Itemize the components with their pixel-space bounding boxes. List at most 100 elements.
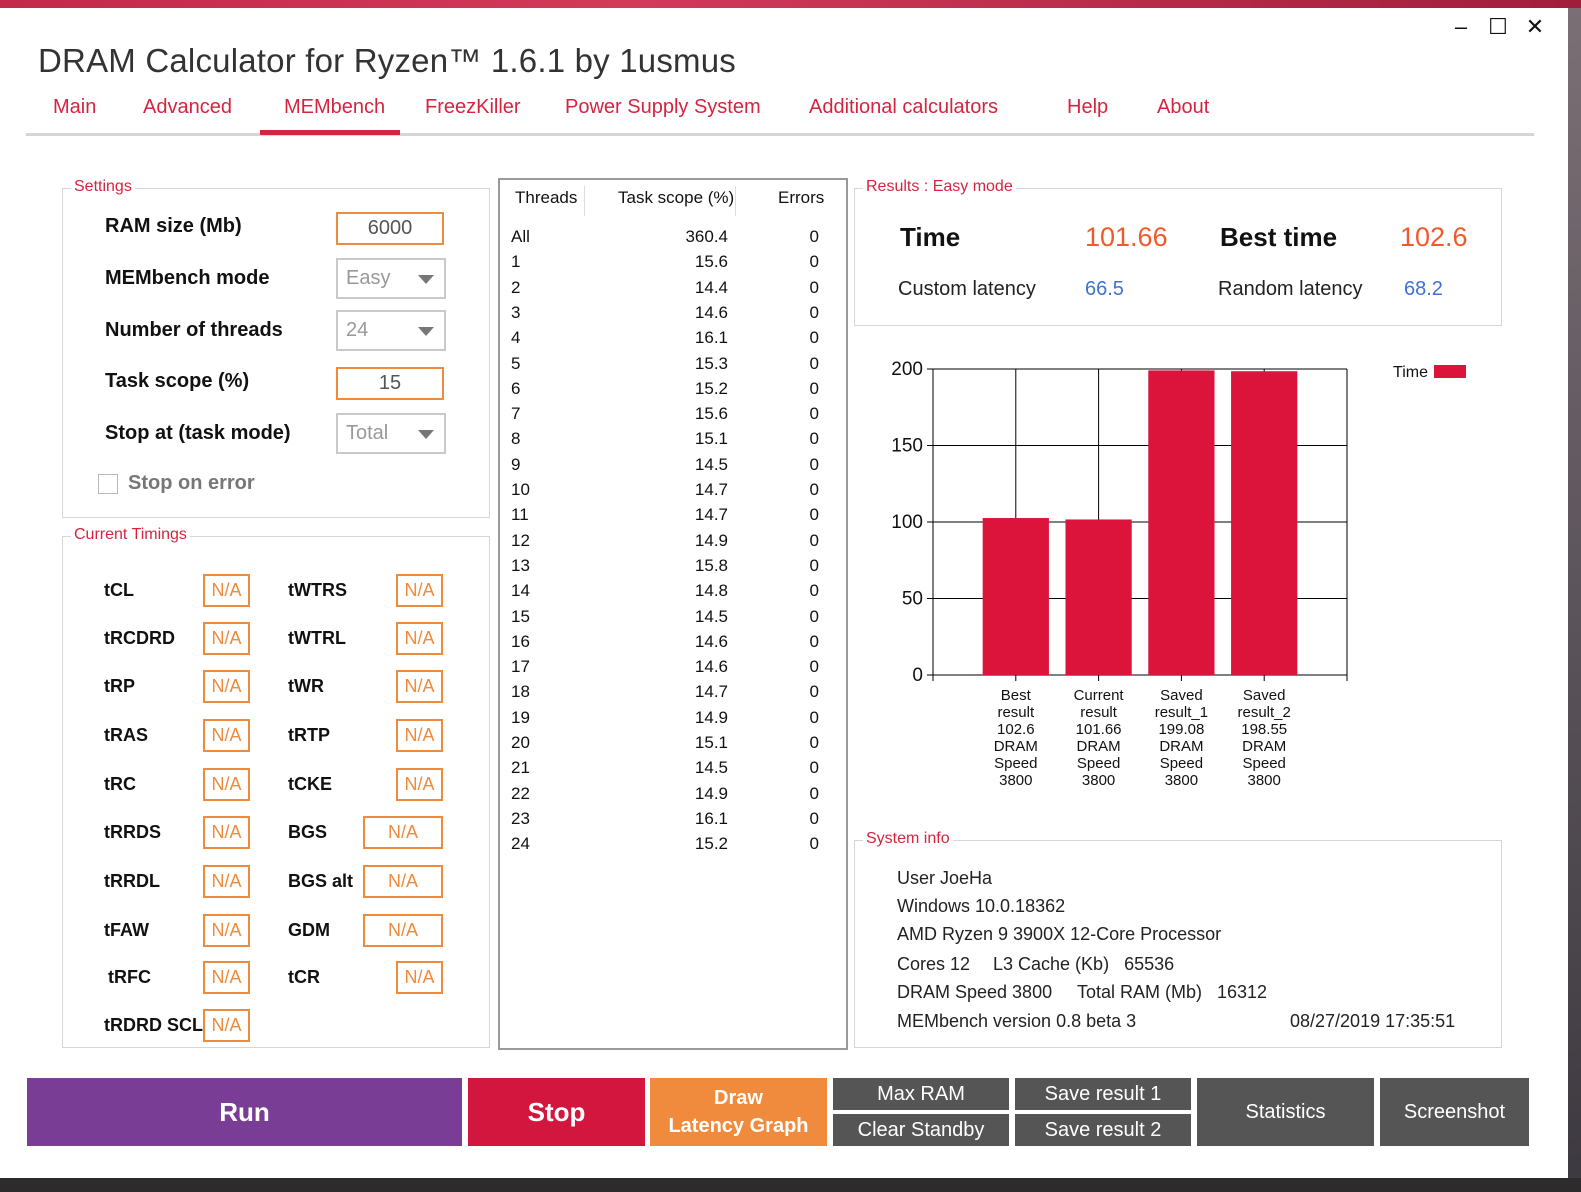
custom-latency-value: 66.5 (1085, 278, 1124, 300)
table-row[interactable]: 7 15.6 0 (500, 404, 846, 429)
tab-main[interactable]: Main (53, 96, 97, 118)
timing-value-tcl[interactable]: N/A (203, 574, 250, 607)
thread-id-cell: All (511, 227, 530, 246)
timing-value-trp[interactable]: N/A (203, 670, 250, 703)
tab-about[interactable]: About (1157, 96, 1210, 118)
task-scope-cell: 15.1 (694, 429, 728, 449)
stop-button[interactable]: Stop (468, 1078, 645, 1146)
timing-value-tcr[interactable]: N/A (396, 961, 443, 994)
y-tick-label: 0 (912, 665, 923, 686)
errors-cell: 0 (809, 631, 819, 651)
table-row[interactable]: 16 14.6 0 (500, 632, 846, 657)
table-row[interactable]: 20 15.1 0 (500, 733, 846, 758)
sysinfo-cpu: AMD Ryzen 9 3900X 12-Core Processor (897, 924, 1222, 944)
table-row[interactable]: 24 15.2 0 (500, 834, 846, 859)
statistics-button[interactable]: Statistics (1197, 1078, 1374, 1146)
errors-cell: 0 (809, 758, 819, 778)
task-scope-cell: 14.6 (694, 657, 728, 677)
x-category-label: Best (1001, 687, 1032, 704)
system-info-group: System info (854, 830, 1502, 1048)
stop-on-error-checkbox[interactable] (98, 474, 118, 494)
errors-cell: 0 (809, 454, 819, 474)
timing-value-trc[interactable]: N/A (203, 768, 250, 801)
errors-cell: 0 (809, 682, 819, 702)
table-row[interactable]: 10 14.7 0 (500, 480, 846, 505)
tab-freezkiller[interactable]: FreezKiller (425, 96, 521, 118)
table-row[interactable]: 17 14.6 0 (500, 657, 846, 682)
timing-value-trrds[interactable]: N/A (203, 816, 250, 849)
table-row[interactable]: 19 14.9 0 (500, 708, 846, 733)
tab-advanced[interactable]: Advanced (143, 96, 232, 118)
timing-value-bgs-alt[interactable]: N/A (363, 865, 443, 898)
threads-select[interactable]: 24 (336, 310, 446, 351)
tab-power-supply-system[interactable]: Power Supply System (565, 96, 761, 118)
desktop-top-strip (0, 0, 1581, 8)
table-row[interactable]: 23 16.1 0 (500, 809, 846, 834)
tab-help[interactable]: Help (1067, 96, 1109, 118)
max-ram-button[interactable]: Max RAM (833, 1078, 1009, 1110)
timing-value-twtrs[interactable]: N/A (396, 574, 443, 607)
timing-label-trcdrd: tRCDRD (104, 628, 175, 648)
screenshot-button[interactable]: Screenshot (1380, 1078, 1529, 1146)
timing-value-twr[interactable]: N/A (396, 670, 443, 703)
app-window: DRAM Calculator for Ryzen™ 1.6.1 by 1usm… (0, 8, 1568, 1178)
save-result-1-button[interactable]: Save result 1 (1015, 1078, 1191, 1110)
timing-value-trfc[interactable]: N/A (203, 961, 250, 994)
timing-value-trrdl[interactable]: N/A (203, 865, 250, 898)
table-row[interactable]: 21 14.5 0 (500, 758, 846, 783)
x-category-label: 3800 (1248, 772, 1281, 789)
timing-value-tcke[interactable]: N/A (396, 768, 443, 801)
table-row[interactable]: All 360.4 0 (500, 227, 846, 252)
draw-latency-graph-button[interactable]: Draw Latency Graph (650, 1078, 827, 1146)
save-result-2-button[interactable]: Save result 2 (1015, 1114, 1191, 1146)
run-button[interactable]: Run (27, 1078, 462, 1146)
table-row[interactable]: 5 15.3 0 (500, 354, 846, 379)
ram-size-input[interactable]: 6000 (336, 212, 444, 245)
task-scope-cell: 14.9 (694, 530, 728, 550)
table-row[interactable]: 2 14.4 0 (500, 278, 846, 303)
membench-mode-select[interactable]: Easy (336, 258, 446, 299)
table-row[interactable]: 14 14.8 0 (500, 581, 846, 606)
stop-at-label: Stop at (task mode) (105, 422, 291, 444)
task-scope-cell: 14.6 (694, 631, 728, 651)
timing-value-gdm[interactable]: N/A (363, 914, 443, 947)
timing-value-tras[interactable]: N/A (203, 719, 250, 752)
minimize-button[interactable]: ‒ (1454, 14, 1468, 39)
table-row[interactable]: 6 15.2 0 (500, 379, 846, 404)
table-row[interactable]: 8 15.1 0 (500, 429, 846, 454)
x-category-label: 199.08 (1158, 721, 1204, 738)
table-row[interactable]: 22 14.9 0 (500, 784, 846, 809)
timing-label-gdm: GDM (288, 920, 330, 940)
errors-cell: 0 (809, 808, 819, 828)
clear-standby-button[interactable]: Clear Standby (833, 1114, 1009, 1146)
timing-label-twtrl: tWTRL (288, 628, 346, 648)
close-button[interactable]: ✕ (1525, 14, 1545, 39)
timing-value-trdrd-scl[interactable]: N/A (203, 1009, 250, 1042)
task-scope-input[interactable]: 15 (336, 367, 444, 400)
timing-value-trtp[interactable]: N/A (396, 719, 443, 752)
task-scope-cell: 16.1 (694, 328, 728, 348)
timing-value-bgs[interactable]: N/A (363, 816, 443, 849)
table-row[interactable]: 4 16.1 0 (500, 328, 846, 353)
table-row[interactable]: 11 14.7 0 (500, 505, 846, 530)
table-row[interactable]: 13 15.8 0 (500, 556, 846, 581)
stop-at-select[interactable]: Total (336, 413, 446, 454)
settings-group: Settings (62, 178, 490, 518)
x-category-label: Speed (1160, 755, 1203, 772)
timing-value-twtrl[interactable]: N/A (396, 622, 443, 655)
table-row[interactable]: 15 14.5 0 (500, 607, 846, 632)
thread-id-cell: 11 (511, 505, 529, 525)
timing-label-tcr: tCR (288, 967, 320, 987)
table-row[interactable]: 12 14.9 0 (500, 531, 846, 556)
timing-value-tfaw[interactable]: N/A (203, 914, 250, 947)
table-row[interactable]: 3 14.6 0 (500, 303, 846, 328)
x-category-label: Saved (1160, 687, 1203, 704)
table-row[interactable]: 1 15.6 0 (500, 252, 846, 277)
table-row[interactable]: 9 14.5 0 (500, 455, 846, 480)
table-row[interactable]: 18 14.7 0 (500, 682, 846, 707)
timing-value-trcdrd[interactable]: N/A (203, 622, 250, 655)
errors-cell: 0 (809, 657, 819, 677)
tab-additional-calculators[interactable]: Additional calculators (809, 96, 998, 118)
tab-membench[interactable]: MEMbench (284, 96, 386, 118)
maximize-button[interactable]: ☐ (1488, 14, 1508, 39)
